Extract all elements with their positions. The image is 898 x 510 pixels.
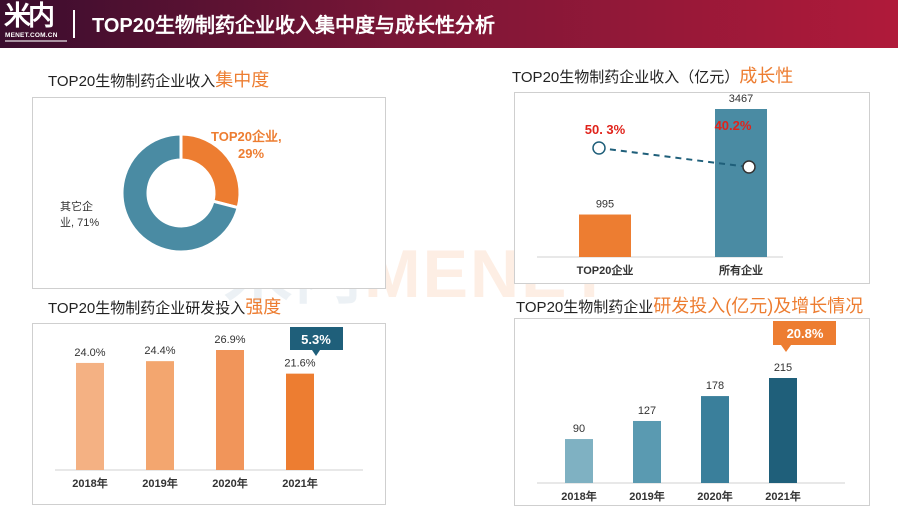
growth-value-label-0: 995	[596, 199, 614, 211]
donut-slice-other	[120, 132, 240, 254]
rd-intensity-callout: 5.3%	[290, 327, 343, 356]
growth-bar-1	[715, 109, 767, 257]
concentration-donut-chart: TOP20企业, 29% 其它企 业, 71%	[60, 129, 282, 254]
concentration-title-text: TOP20生物制药企业收入	[48, 73, 216, 90]
concentration-title-highlight: 集中度	[215, 70, 270, 90]
donut-slice-top20	[179, 132, 242, 210]
concentration-panel: TOP20企业, 29% 其它企 业, 71%	[32, 97, 386, 289]
rd-intensity-bar-chart: 24.0% 2018年 24.4% 2019年 26.9% 2020年 21.6% 2021年…	[55, 327, 363, 490]
concentration-title: TOP20生物制药企业收入集中度	[48, 66, 269, 92]
rd-growth-category-label-3: 2021年	[765, 489, 800, 503]
rd-intensity-bar-1	[146, 361, 174, 470]
rd-growth-callout-box	[773, 321, 836, 345]
rd-growth-value-label-2: 178	[706, 380, 724, 392]
page-title: TOP20生物制药企业收入集中度与成长性分析	[92, 15, 495, 37]
rd-intensity-bar-0	[76, 362, 104, 470]
header-bar: 米内 MENET.COM.CN TOP20生物制药企业收入集中度与成长性分析	[0, 0, 898, 48]
rd-growth-category-label-2: 2020年	[697, 489, 732, 503]
rd-intensity-panel: 24.0% 2018年 24.4% 2019年 26.9% 2020年 21.6% 2021年…	[32, 323, 386, 505]
logo-tagline-line	[5, 40, 67, 42]
rd-intensity-bar-3	[286, 373, 314, 470]
growth-category-label-1: 所有企业	[719, 263, 763, 277]
rd-growth-callout: 20.8%	[773, 321, 836, 352]
rd-growth-value-label-1: 127	[638, 405, 656, 417]
growth-marker-top20	[592, 141, 606, 155]
menet-logo[interactable]: 米内 MENET.COM.CN	[4, 2, 68, 46]
rd-growth-callout-text: 20.8%	[787, 326, 824, 341]
rd-intensity-title-highlight: 强度	[245, 297, 282, 317]
rd-growth-value-label-0: 90	[573, 423, 585, 435]
growth-rate-top20: 50. 3%	[585, 122, 626, 137]
growth-panel: 995 TOP20企业 3467 所有企业 50. 3% 40.2%	[514, 92, 870, 284]
rd-growth-bar-2	[701, 396, 729, 483]
rd-growth-bar-1	[633, 420, 661, 483]
donut-label-top20-line2: 29%	[238, 146, 264, 161]
rd-intensity-value-label-0: 24.0%	[74, 347, 105, 359]
logo-mark: 米内	[4, 1, 55, 32]
growth-value-label-1: 3467	[729, 93, 753, 105]
rd-growth-callout-pointer	[781, 345, 791, 352]
rd-growth-title-text: TOP20生物制药企业	[516, 299, 654, 316]
growth-title-highlight: 成长性	[739, 66, 794, 86]
rd-growth-panel: 90 2018年 127 2019年 178 2020年 215 2021年 20.8%	[514, 318, 870, 506]
rd-intensity-value-label-2: 26.9%	[214, 334, 245, 346]
growth-title: TOP20生物制药企业收入（亿元）成长性	[512, 62, 793, 88]
rd-intensity-callout-pointer	[312, 350, 320, 356]
rd-growth-value-label-3: 215	[774, 362, 792, 374]
rd-intensity-title-text: TOP20生物制药企业研发投入	[48, 300, 246, 317]
rd-intensity-callout-text: 5.3%	[301, 332, 331, 347]
rd-growth-bar-0	[565, 439, 593, 483]
rd-growth-title-highlight: 研发投入(亿元)及增长情况	[653, 296, 864, 316]
growth-rate-all: 40.2%	[715, 118, 752, 133]
rd-growth-category-label-0: 2018年	[561, 489, 596, 503]
rd-intensity-callout-box	[290, 327, 343, 350]
rd-growth-bar-chart: 90 2018年 127 2019年 178 2020年 215 2021年 20.8%	[537, 321, 845, 503]
donut-label-top20-line1: TOP20企业,	[211, 129, 282, 144]
donut-label-other-line2: 业, 71%	[60, 216, 99, 229]
logo-subtext: MENET.COM.CN	[5, 32, 58, 39]
rd-growth-bar-3	[769, 378, 797, 483]
rd-intensity-category-label-1: 2019年	[142, 476, 177, 490]
growth-marker-all	[742, 160, 756, 174]
rd-intensity-bar-2	[216, 350, 244, 470]
rd-growth-category-label-1: 2019年	[629, 489, 664, 503]
rd-intensity-value-label-3: 21.6%	[284, 358, 315, 370]
header-separator	[73, 10, 75, 38]
rd-intensity-category-label-3: 2021年	[282, 476, 317, 490]
rd-intensity-category-label-2: 2020年	[212, 476, 247, 490]
growth-bar-chart: 995 TOP20企业 3467 所有企业 50. 3% 40.2%	[537, 93, 783, 277]
rd-intensity-title: TOP20生物制药企业研发投入强度	[48, 293, 281, 319]
rd-growth-title: TOP20生物制药企业研发投入(亿元)及增长情况	[516, 292, 863, 318]
growth-trend-line	[598, 147, 750, 168]
rd-intensity-value-label-1: 24.4%	[144, 345, 175, 357]
rd-intensity-category-label-0: 2018年	[72, 476, 107, 490]
donut-label-other-line1: 其它企	[60, 199, 93, 213]
growth-title-text: TOP20生物制药企业收入（亿元）	[512, 69, 740, 86]
growth-category-label-0: TOP20企业	[577, 263, 634, 277]
growth-bar-0	[579, 214, 631, 257]
